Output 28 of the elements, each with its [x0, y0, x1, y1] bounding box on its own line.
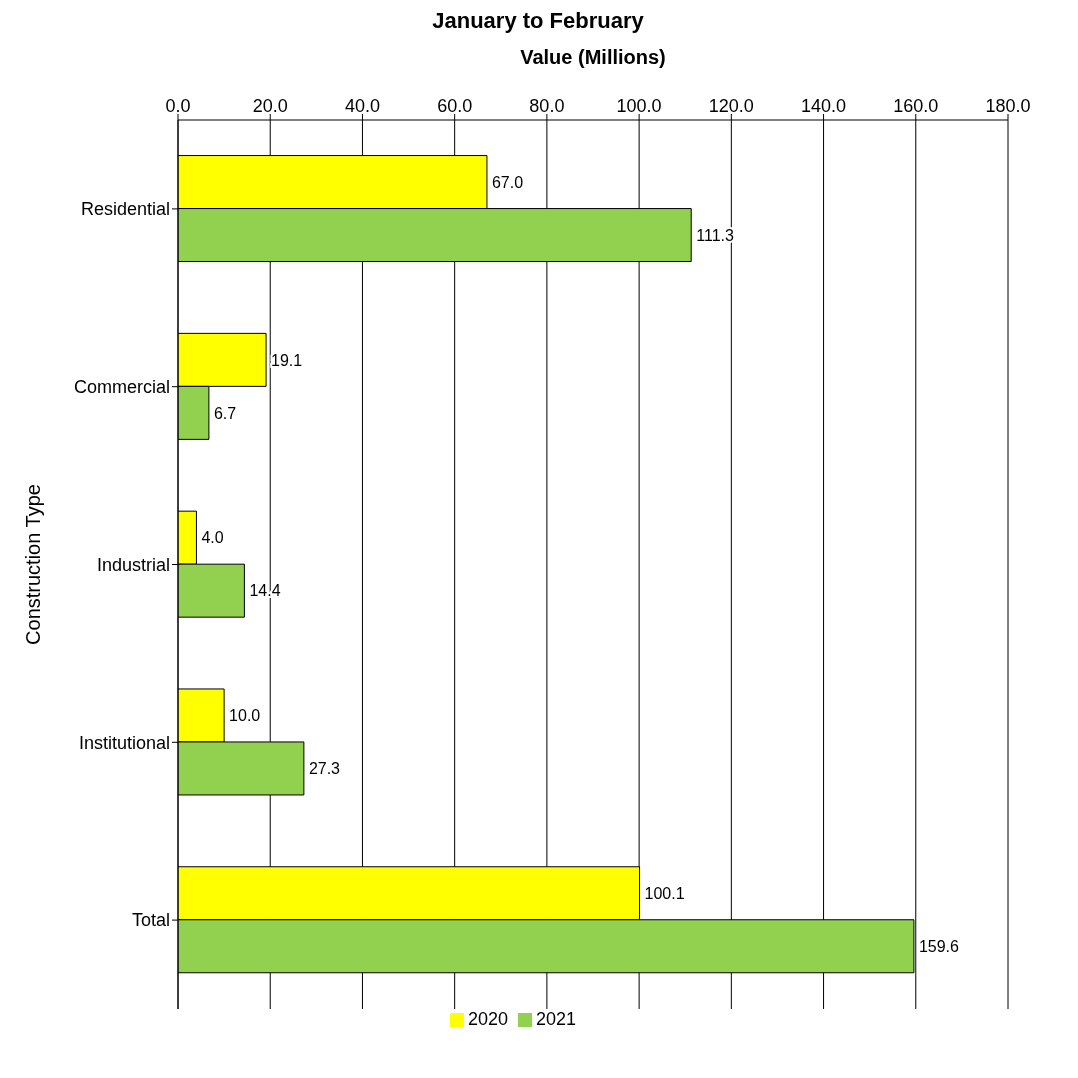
- data-label: 27.3: [308, 760, 341, 778]
- data-label: 159.6: [918, 937, 960, 955]
- y-tick-label: Residential: [80, 199, 170, 220]
- y-tick-label: Institutional: [78, 732, 170, 753]
- legend-label: 2021: [536, 1009, 577, 1029]
- data-label: 10.0: [229, 707, 261, 725]
- x-tick-label: 0.0: [165, 96, 191, 116]
- x-tick-label: 160.0: [893, 96, 939, 116]
- y-tick-label: Total: [131, 910, 170, 931]
- data-label: 100.1: [644, 884, 685, 902]
- y-axis-title: Construction Type: [22, 484, 45, 645]
- x-tick-label: 180.0: [985, 96, 1031, 116]
- data-label: 19.1: [271, 351, 303, 369]
- x-tick-label: 140.0: [801, 96, 847, 116]
- x-axis-title: Value (Millions): [520, 46, 666, 69]
- x-tick-label: 120.0: [708, 96, 754, 116]
- x-tick-label: 40.0: [344, 96, 380, 116]
- y-tick-label: Industrial: [96, 554, 170, 575]
- chart-title: January to February: [431, 8, 645, 34]
- x-tick-label: 80.0: [529, 96, 565, 116]
- y-tick-label: Commercial: [73, 377, 170, 398]
- data-label: 4.0: [201, 529, 224, 547]
- data-label: 67.0: [491, 173, 524, 191]
- legend-label: 2020: [467, 1009, 508, 1029]
- data-label: 6.7: [213, 404, 237, 422]
- x-tick-label: 60.0: [437, 96, 473, 116]
- x-tick-label: 100.0: [616, 96, 662, 116]
- x-tick-label: 20.0: [252, 96, 288, 116]
